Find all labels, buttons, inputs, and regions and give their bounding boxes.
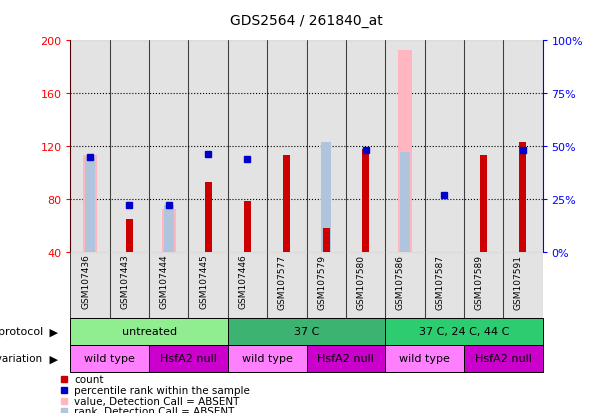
- Bar: [110, 41, 149, 252]
- Bar: [149, 252, 189, 318]
- Text: GSM107579: GSM107579: [317, 254, 326, 309]
- Bar: [126, 219, 133, 252]
- Text: GDS2564 / 261840_at: GDS2564 / 261840_at: [230, 14, 383, 28]
- Text: protocol: protocol: [0, 327, 43, 337]
- Text: percentile rank within the sample: percentile rank within the sample: [74, 385, 250, 395]
- Text: GSM107444: GSM107444: [160, 254, 169, 309]
- Bar: [346, 252, 385, 318]
- Bar: [70, 252, 110, 318]
- Bar: [346, 41, 385, 252]
- Bar: [321, 142, 331, 252]
- Text: GSM107436: GSM107436: [81, 254, 90, 309]
- Text: genotype/variation: genotype/variation: [0, 354, 43, 363]
- Bar: [228, 41, 267, 252]
- Bar: [228, 252, 267, 318]
- Bar: [464, 41, 503, 252]
- Bar: [162, 210, 176, 252]
- Text: count: count: [74, 374, 104, 384]
- Bar: [228, 318, 385, 345]
- Bar: [267, 41, 306, 252]
- Bar: [385, 252, 424, 318]
- Text: value, Detection Call = ABSENT: value, Detection Call = ABSENT: [74, 396, 240, 406]
- Text: GSM107446: GSM107446: [238, 254, 248, 309]
- Bar: [398, 50, 412, 252]
- Bar: [464, 252, 503, 318]
- Bar: [164, 206, 173, 252]
- Bar: [70, 41, 110, 252]
- Text: GSM107580: GSM107580: [357, 254, 365, 309]
- Text: untreated: untreated: [121, 326, 177, 337]
- Bar: [519, 142, 527, 252]
- Bar: [385, 345, 464, 372]
- Bar: [424, 252, 464, 318]
- Text: GSM107445: GSM107445: [199, 254, 208, 309]
- Text: wild type: wild type: [85, 353, 135, 363]
- Bar: [464, 345, 543, 372]
- Bar: [385, 318, 543, 345]
- Text: HsfA2 null: HsfA2 null: [318, 353, 375, 363]
- Bar: [70, 318, 228, 345]
- Text: GSM107587: GSM107587: [435, 254, 444, 309]
- Bar: [189, 41, 228, 252]
- Text: 37 C: 37 C: [294, 326, 319, 337]
- Bar: [70, 345, 149, 372]
- Bar: [83, 156, 97, 252]
- Text: 37 C, 24 C, 44 C: 37 C, 24 C, 44 C: [419, 326, 509, 337]
- Bar: [149, 345, 228, 372]
- Text: GSM107591: GSM107591: [514, 254, 523, 309]
- Text: ▶: ▶: [46, 327, 58, 337]
- Bar: [228, 345, 306, 372]
- Bar: [267, 252, 306, 318]
- Text: ▶: ▶: [46, 354, 58, 363]
- Text: GSM107577: GSM107577: [278, 254, 287, 309]
- Text: HsfA2 null: HsfA2 null: [474, 353, 531, 363]
- Bar: [503, 41, 543, 252]
- Text: GSM107443: GSM107443: [121, 254, 129, 309]
- Bar: [385, 41, 424, 252]
- Bar: [480, 156, 487, 252]
- Text: rank, Detection Call = ABSENT: rank, Detection Call = ABSENT: [74, 406, 235, 413]
- Bar: [362, 149, 369, 252]
- Bar: [322, 228, 330, 252]
- Bar: [424, 41, 464, 252]
- Bar: [306, 252, 346, 318]
- Text: wild type: wild type: [399, 353, 450, 363]
- Bar: [244, 202, 251, 252]
- Bar: [189, 252, 228, 318]
- Bar: [400, 153, 409, 252]
- Bar: [283, 156, 291, 252]
- Bar: [306, 345, 385, 372]
- Bar: [503, 252, 543, 318]
- Text: GSM107586: GSM107586: [396, 254, 405, 309]
- Bar: [110, 252, 149, 318]
- Bar: [149, 41, 189, 252]
- Bar: [306, 41, 346, 252]
- Text: HsfA2 null: HsfA2 null: [160, 353, 217, 363]
- Text: GSM107589: GSM107589: [474, 254, 484, 309]
- Text: wild type: wild type: [242, 353, 292, 363]
- Bar: [205, 182, 211, 252]
- Bar: [85, 157, 95, 252]
